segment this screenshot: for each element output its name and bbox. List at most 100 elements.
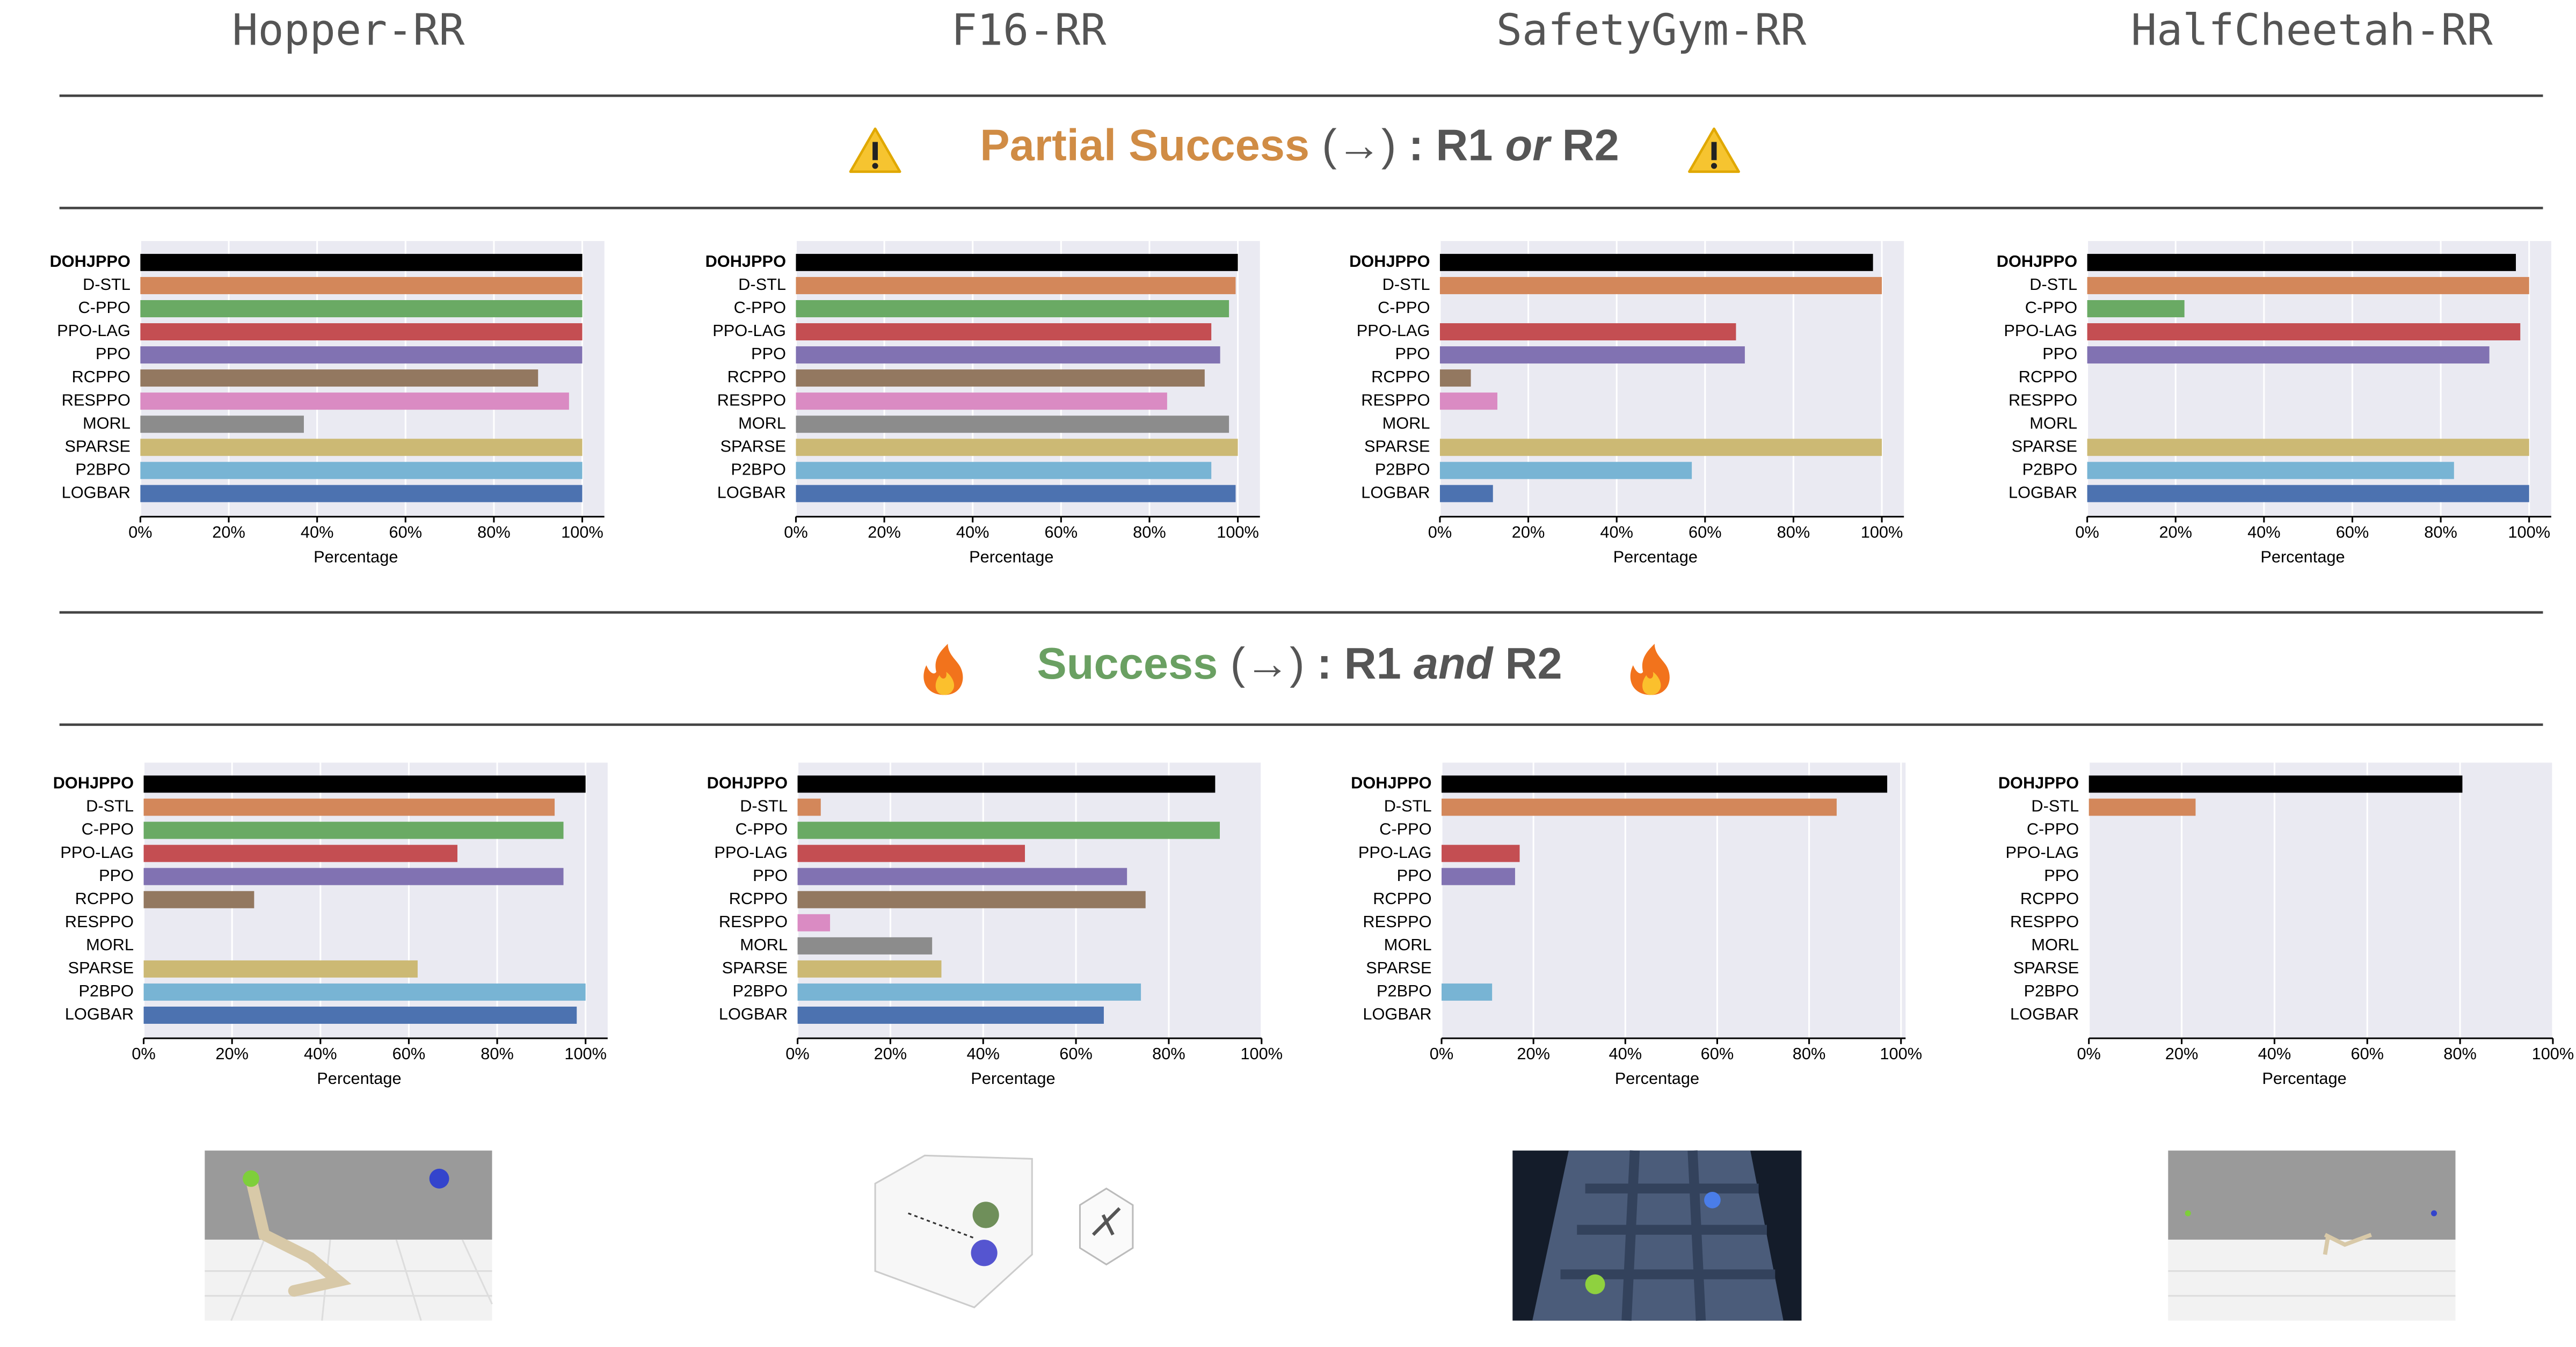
x-tick-label: 20% xyxy=(215,1044,249,1063)
bar xyxy=(140,416,304,433)
category-label: DOHJPPO xyxy=(1349,252,1430,271)
category-label: PPO xyxy=(753,866,788,885)
x-axis-label: Percentage xyxy=(1613,547,1698,566)
category-label: DOHJPPO xyxy=(707,774,788,792)
category-label: PPO-LAG xyxy=(714,843,788,862)
category-label: LOGBAR xyxy=(62,483,130,501)
x-tick-label: 0% xyxy=(2075,522,2099,541)
bar xyxy=(1439,485,1493,503)
category-label: D-STL xyxy=(1382,275,1430,294)
x-tick-label: 40% xyxy=(1609,1044,1642,1063)
bar xyxy=(796,439,1238,456)
bar xyxy=(140,392,569,410)
category-label: PPO xyxy=(2044,866,2079,885)
bar xyxy=(797,937,933,955)
category-label: MORL xyxy=(2029,413,2077,432)
x-tick-label: 0% xyxy=(132,1044,155,1063)
category-label: LOGBAR xyxy=(1363,1004,1431,1023)
x-tick-label: 20% xyxy=(2159,522,2192,541)
category-label: MORL xyxy=(2031,935,2079,954)
category-label: RESPPO xyxy=(2009,390,2077,409)
category-label: P2BPO xyxy=(731,460,786,478)
bar xyxy=(1442,868,1515,885)
x-tick-label: 40% xyxy=(304,1044,337,1063)
x-tick-label: 20% xyxy=(2165,1044,2199,1063)
chart: DOHJPPO D-STL C-PPO PPO-LAG PPO RCPPO RESPPO MO… xyxy=(1998,762,2574,1088)
bar xyxy=(796,416,1229,433)
bar xyxy=(140,439,583,456)
chart: DOHJPPO D-STL C-PPO PPO-LAG PPO RCPPO RESPPO MO… xyxy=(50,241,605,566)
category-label: PPO-LAG xyxy=(2004,321,2077,340)
bar xyxy=(797,868,1127,885)
x-tick-label: 0% xyxy=(128,522,152,541)
bar xyxy=(796,485,1236,503)
category-label: PPO xyxy=(96,344,130,363)
bar xyxy=(143,983,586,1001)
category-label: PPO-LAG xyxy=(60,843,134,862)
x-tick-label: 80% xyxy=(1152,1044,1185,1063)
x-tick-label: 20% xyxy=(1517,1044,1550,1063)
x-tick-label: 0% xyxy=(2077,1044,2100,1063)
category-label: P2BPO xyxy=(2024,981,2079,1000)
bar xyxy=(140,346,583,364)
section-r2: R2 xyxy=(1562,120,1619,170)
category-label: SPARSE xyxy=(2012,436,2078,455)
bar xyxy=(1439,369,1471,387)
x-tick-label: 20% xyxy=(212,522,245,541)
x-tick-label: 0% xyxy=(785,1044,809,1063)
category-label: DOHJPPO xyxy=(1351,774,1431,792)
x-tick-label: 100% xyxy=(564,1044,607,1063)
category-label: LOGBAR xyxy=(2010,1004,2079,1023)
x-tick-label: 40% xyxy=(966,1044,1000,1063)
bar xyxy=(1439,439,1882,456)
x-tick-label: 80% xyxy=(477,522,511,541)
category-label: MORL xyxy=(1382,413,1430,432)
x-tick-label: 60% xyxy=(392,1044,426,1063)
category-label: PPO xyxy=(2042,344,2077,363)
bar xyxy=(796,276,1236,294)
column-title: SafetyGym-RR xyxy=(1496,5,1807,55)
bar xyxy=(143,775,586,793)
category-label: P2BPO xyxy=(1377,981,1432,1000)
category-label: P2BPO xyxy=(1375,460,1430,478)
section-title: Partial Success (→) : R1 or R2 xyxy=(980,120,1619,170)
category-label: PPO xyxy=(1395,344,1430,363)
category-label: C-PPO xyxy=(734,298,786,317)
x-tick-label: 60% xyxy=(1059,1044,1093,1063)
x-tick-label: 100% xyxy=(1217,522,1259,541)
category-label: SPARSE xyxy=(1364,436,1430,455)
category-label: C-PPO xyxy=(78,298,130,317)
bar xyxy=(797,960,942,978)
x-tick-label: 80% xyxy=(1793,1044,1826,1063)
category-label: D-STL xyxy=(1384,797,1432,816)
warning-icon xyxy=(849,127,901,173)
bar xyxy=(1439,346,1745,364)
bar xyxy=(796,392,1167,410)
x-tick-label: 100% xyxy=(1240,1044,1283,1063)
section-connective: or xyxy=(1505,120,1553,170)
bar xyxy=(1439,323,1736,341)
x-axis-label: Percentage xyxy=(2262,1069,2346,1088)
bar xyxy=(143,1006,577,1024)
category-label: PPO xyxy=(751,344,786,363)
safetygym-thumbnail xyxy=(1512,1150,1802,1321)
category-label: SPARSE xyxy=(64,436,130,455)
bar xyxy=(797,775,1216,793)
category-label: D-STL xyxy=(86,797,134,816)
bar xyxy=(797,821,1220,839)
x-tick-label: 100% xyxy=(1880,1044,1922,1063)
category-label: P2BPO xyxy=(2022,460,2078,478)
bar xyxy=(1442,844,1520,862)
category-label: D-STL xyxy=(738,275,786,294)
bar xyxy=(1442,798,1837,816)
section-label: Partial Success xyxy=(980,120,1309,170)
category-label: PPO xyxy=(99,866,134,885)
bar xyxy=(140,485,583,503)
bar xyxy=(796,369,1205,387)
section-label: Success xyxy=(1037,638,1218,688)
x-axis-label: Percentage xyxy=(2260,547,2345,566)
fire-icon xyxy=(1630,644,1670,695)
category-label: RESPPO xyxy=(1363,912,1431,931)
category-label: SPARSE xyxy=(2013,958,2079,977)
